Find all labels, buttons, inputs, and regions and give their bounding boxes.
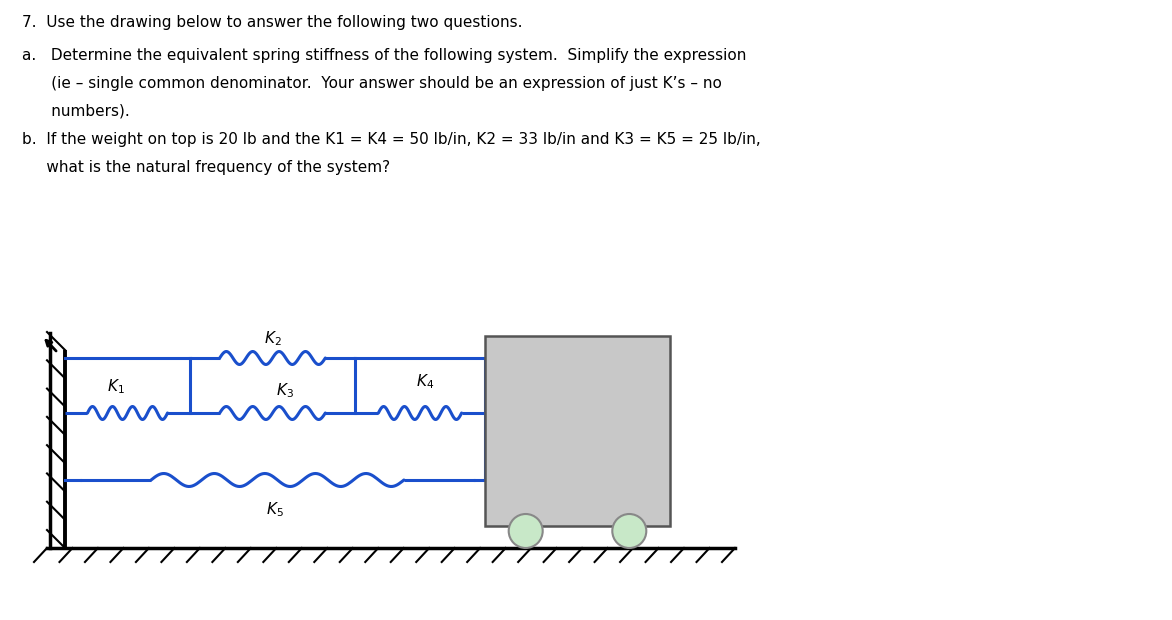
Text: $K_3$: $K_3$ [275,381,293,400]
Text: (ie – single common denominator.  Your answer should be an expression of just K’: (ie – single common denominator. Your an… [22,76,722,91]
Text: $K_4$: $K_4$ [416,372,434,391]
Text: what is the natural frequency of the system?: what is the natural frequency of the sys… [22,160,390,175]
Text: $K_5$: $K_5$ [266,500,284,519]
Text: 7.  Use the drawing below to answer the following two questions.: 7. Use the drawing below to answer the f… [22,15,523,30]
Circle shape [612,514,646,548]
Text: b.  If the weight on top is 20 lb and the K1 = K4 = 50 lb/in, K2 = 33 lb/in and : b. If the weight on top is 20 lb and the… [22,132,761,147]
Text: a.   Determine the equivalent spring stiffness of the following system.  Simplif: a. Determine the equivalent spring stiff… [22,48,747,63]
Circle shape [509,514,543,548]
Text: $K_2$: $K_2$ [264,329,281,348]
Bar [485,336,670,526]
Text: numbers).: numbers). [22,104,130,119]
Text: $K_1$: $K_1$ [107,378,124,396]
